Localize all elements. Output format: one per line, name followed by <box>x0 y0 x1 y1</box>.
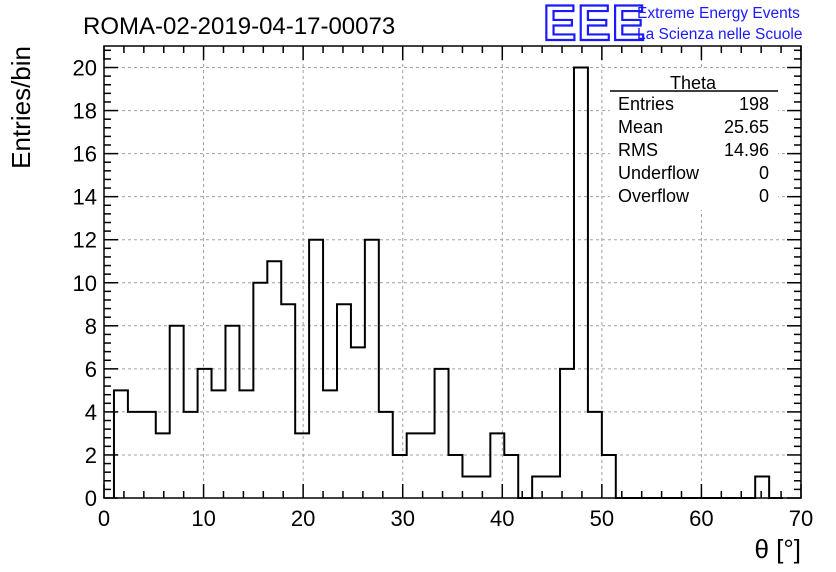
chart-title: ROMA-02-2019-04-17-00073 <box>83 13 395 40</box>
stats-label: Underflow <box>618 163 700 183</box>
stats-box: Theta Entries 198 Mean 25.65 RMS 14.96 Underfl… <box>610 70 778 210</box>
x-tick-label: 40 <box>490 506 514 531</box>
logo-line-2: La Scienza nelle Scuole <box>637 26 802 43</box>
stats-label: RMS <box>618 140 658 160</box>
y-tick-labels: 0 2 4 6 8 10 12 14 16 18 20 <box>73 56 97 511</box>
y-axis-label: Entries/bin <box>6 46 36 169</box>
x-tick-label: 50 <box>590 506 614 531</box>
plot-frame <box>103 45 802 499</box>
stats-label: Mean <box>618 117 663 137</box>
y-tick-label: 6 <box>85 357 97 382</box>
y-tick-label: 0 <box>85 486 97 511</box>
y-tick-label: 4 <box>85 400 97 425</box>
y-tick-label: 12 <box>73 228 97 253</box>
y-tick-label: 20 <box>73 56 97 81</box>
stats-value: 14.96 <box>724 140 769 160</box>
y-tick-label: 10 <box>73 271 97 296</box>
stats-label: Overflow <box>618 186 690 206</box>
stats-value: 0 <box>759 163 769 183</box>
grid-lines <box>104 46 801 498</box>
x-tick-label: 20 <box>291 506 315 531</box>
logo-mark: EEE <box>543 0 646 51</box>
y-tick-label: 14 <box>73 185 97 210</box>
stats-value: 198 <box>739 94 769 114</box>
y-tick-label: 2 <box>85 443 97 468</box>
x-tick-label: 10 <box>191 506 215 531</box>
y-tick-label: 8 <box>85 314 97 339</box>
y-tick-label: 18 <box>73 99 97 124</box>
axis-ticks <box>103 46 802 499</box>
stats-label: Entries <box>618 94 674 114</box>
x-tick-labels: 0 10 20 30 40 50 60 70 <box>98 506 813 531</box>
logo-line-1: Extreme Energy Events <box>637 5 800 22</box>
eee-logo: EEE Extreme Energy Events La Scienza nel… <box>542 0 803 52</box>
stats-value: 25.65 <box>724 117 769 137</box>
x-tick-label: 30 <box>390 506 414 531</box>
stats-value: 0 <box>759 186 769 206</box>
y-tick-label: 16 <box>73 142 97 167</box>
x-tick-label: 70 <box>789 506 813 531</box>
x-tick-label: 0 <box>98 506 110 531</box>
stats-title: Theta <box>670 73 717 93</box>
x-axis-label: θ [°] <box>754 534 801 564</box>
x-tick-label: 60 <box>689 506 713 531</box>
